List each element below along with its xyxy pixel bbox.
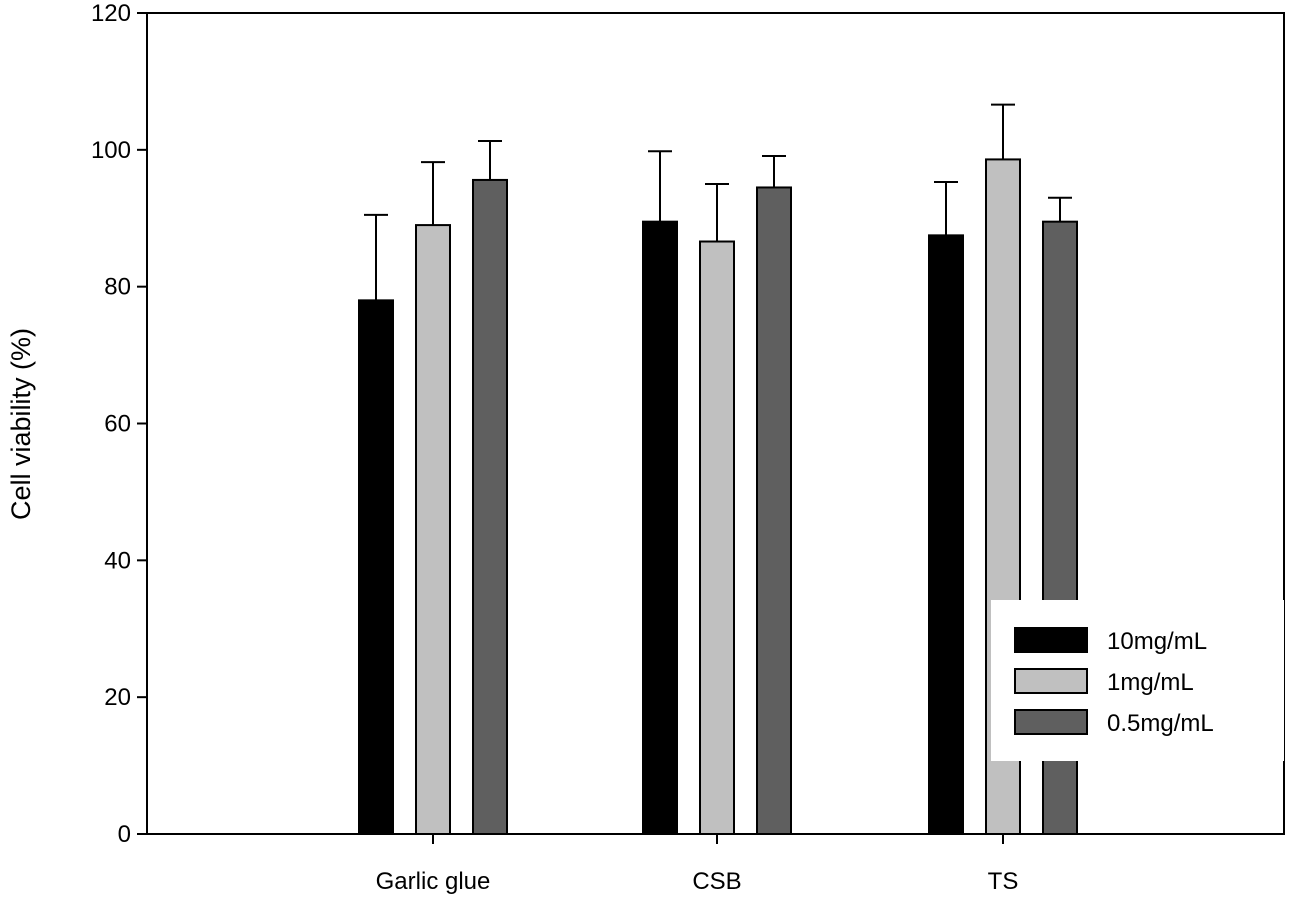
y-tick-label: 60 [104,411,131,438]
bar [756,186,792,835]
legend-swatch [1014,627,1088,653]
y-tick-label: 100 [91,137,131,164]
bar [415,224,451,835]
y-tick-label: 120 [91,0,131,27]
bar [358,299,394,836]
bar [928,234,964,835]
y-tick-label: 40 [104,547,131,574]
bar [642,220,678,835]
y-tick-label: 0 [118,821,131,848]
x-tick-label: TS [988,868,1019,895]
legend-label: 1mg/mL [1107,669,1194,696]
y-tick-label: 80 [104,274,131,301]
x-tick-label: Garlic glue [376,868,491,895]
legend-swatch [1014,668,1088,694]
x-tick-label: CSB [692,868,741,895]
y-tick-label: 20 [104,684,131,711]
bar [472,178,508,836]
y-axis-title: Cell viability (%) [6,328,36,520]
legend-label: 0.5mg/mL [1107,710,1214,737]
legend-label: 10mg/mL [1107,628,1207,655]
legend: 10mg/mL 1mg/mL 0.5mg/mL [991,600,1284,761]
bar [699,240,735,836]
legend-swatch [1014,709,1088,735]
